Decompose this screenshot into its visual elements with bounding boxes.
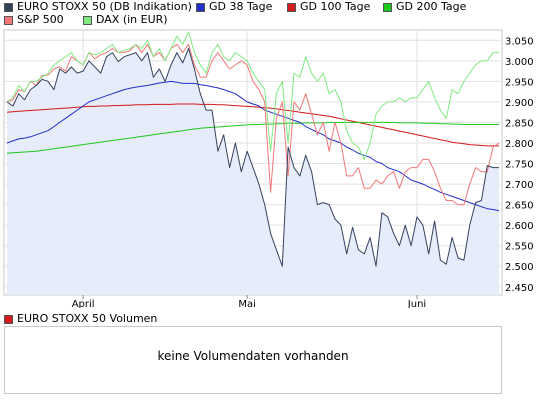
legend-swatch — [4, 2, 13, 12]
y-tick-label: 2.800 — [505, 139, 534, 150]
legend-label: EURO STOXX 50 (DB Indikation) — [17, 0, 192, 13]
gd100-line — [6, 103, 499, 147]
y-tick-label: 2.950 — [505, 77, 534, 88]
y-tick-label: 2.650 — [505, 201, 534, 212]
gd38-line — [6, 80, 500, 212]
y-tick-label: 2.600 — [505, 221, 534, 232]
x-tick-label: Mai — [238, 299, 256, 308]
legend-item-gd200: GD 200 Tage — [383, 1, 466, 13]
legend-label: GD 38 Tage — [209, 0, 273, 13]
legend-label: GD 200 Tage — [396, 0, 467, 13]
legend-item-gd38: GD 38 Tage — [196, 1, 272, 13]
dax-line — [6, 31, 499, 160]
legend-swatch — [4, 15, 13, 25]
eurostoxx-line — [6, 48, 499, 267]
eurostoxx-area — [7, 48, 499, 295]
legend-swatch — [196, 2, 205, 12]
volume-legend: EURO STOXX 50 Volumen — [4, 313, 157, 325]
x-tick-label: April — [72, 299, 95, 308]
y-tick-label: 2.500 — [505, 262, 534, 273]
legend-swatch — [83, 15, 92, 25]
y-tick-label: 2.450 — [505, 283, 534, 294]
y-tick-label: 2.850 — [505, 118, 534, 129]
legend-item-eurostoxx: EURO STOXX 50 (DB Indikation) — [4, 1, 192, 13]
volume-empty-message: keine Volumendaten vorhanden — [157, 349, 349, 363]
legend-item-sp500: S&P 500 — [4, 14, 64, 26]
legend-swatch — [383, 2, 392, 12]
legend-swatch — [4, 314, 13, 324]
legend-label: GD 100 Tage — [300, 0, 371, 13]
volume-legend-label: EURO STOXX 50 Volumen — [17, 312, 158, 325]
legend-label: S&P 500 — [17, 13, 64, 26]
y-tick-label: 2.550 — [505, 242, 534, 253]
y-tick-label: 2.750 — [505, 160, 534, 171]
gd200-line — [6, 121, 499, 154]
x-tick-label: Juni — [407, 299, 426, 308]
legend-item-gd100: GD 100 Tage — [287, 1, 370, 13]
legend-label: DAX (in EUR) — [96, 13, 168, 26]
volume-panel: keine Volumendaten vorhanden — [4, 326, 502, 394]
legend-swatch — [287, 2, 296, 12]
y-tick-label: 3.050 — [505, 36, 534, 47]
legend-item-dax: DAX (in EUR) — [83, 14, 168, 26]
price-chart: 2.450 2.500 2.550 2.600 2.650 2.700 2.750 2.800… — [3, 29, 534, 308]
y-tick-label: 3.000 — [505, 57, 534, 68]
y-tick-label: 2.900 — [505, 98, 534, 109]
y-tick-label: 2.700 — [505, 180, 534, 191]
